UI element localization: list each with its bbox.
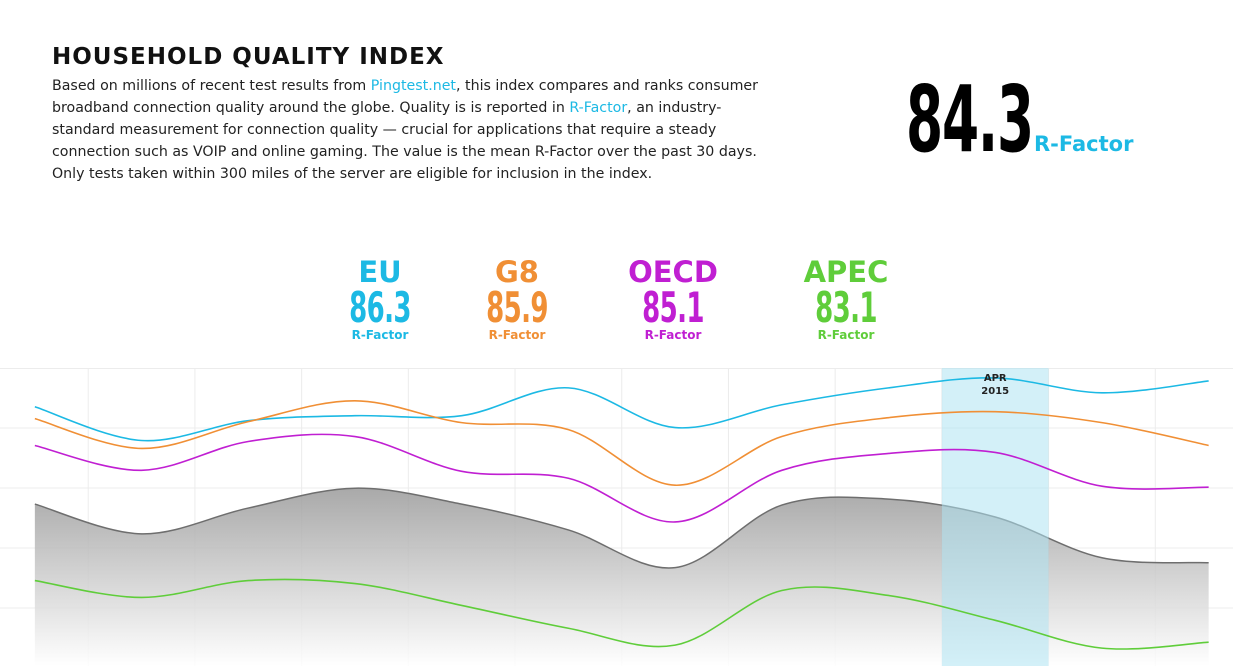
line xyxy=(34,399,1209,487)
highlight-band xyxy=(941,368,1049,666)
overall-unit: R-Factor xyxy=(1034,132,1134,156)
title: HOUSEHOLD QUALITY INDEX xyxy=(52,44,445,70)
link[interactable]: R-Factor xyxy=(569,100,628,116)
x-tick-label: APR 2015 xyxy=(981,373,1010,397)
line xyxy=(34,377,1209,442)
area xyxy=(34,488,1209,666)
group-name: EU xyxy=(358,255,402,289)
group-name: G8 xyxy=(495,255,539,289)
text: , this index compares and ranks consumer… xyxy=(52,78,758,116)
group-unit: R-Factor xyxy=(488,328,546,342)
line xyxy=(34,578,1209,650)
group-stat: EU 86.3 R-Factor xyxy=(300,255,460,342)
group-value: 85.9 xyxy=(486,283,548,332)
chart xyxy=(0,368,1233,666)
overall-value: 84.3 xyxy=(906,66,1034,173)
line xyxy=(34,433,1209,523)
text: Based on millions of recent test results… xyxy=(52,78,371,94)
group-name: OECD xyxy=(628,255,718,289)
group-value: 86.3 xyxy=(349,283,411,332)
text: , an industry-standard measurement for c… xyxy=(52,100,757,182)
group-stat: G8 85.9 R-Factor xyxy=(437,255,597,342)
group-value: 85.1 xyxy=(642,283,704,332)
group-stat: OECD 85.1 R-Factor xyxy=(593,255,753,342)
description: Based on millions of recent test results… xyxy=(52,75,772,185)
group-value: 83.1 xyxy=(815,283,877,332)
group-unit: R-Factor xyxy=(817,328,875,342)
group-name: APEC xyxy=(803,255,889,289)
group-unit: R-Factor xyxy=(351,328,409,342)
group-unit: R-Factor xyxy=(644,328,702,342)
link[interactable]: Pingtest.net xyxy=(370,78,456,94)
group-stat: APEC 83.1 R-Factor xyxy=(766,255,926,342)
